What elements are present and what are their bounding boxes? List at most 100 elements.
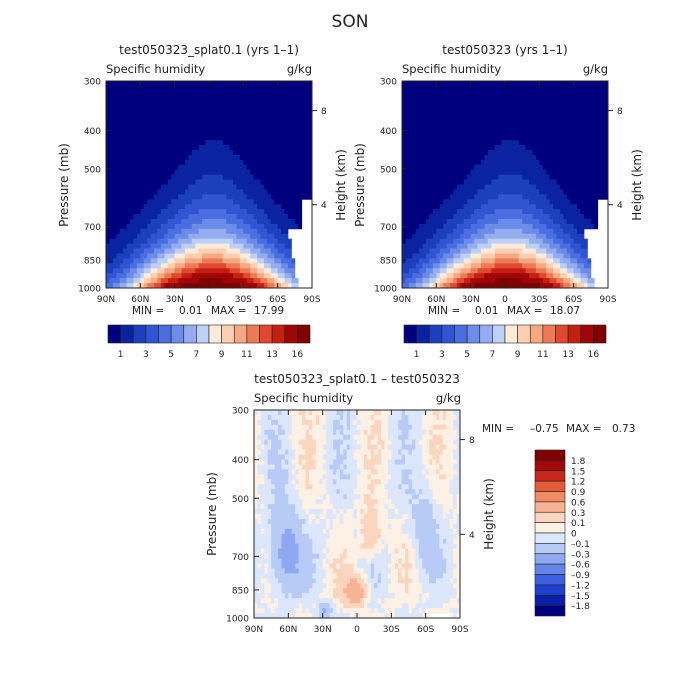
heatmap-cell: [267, 204, 272, 210]
heatmap-cell: [205, 258, 210, 264]
heatmap-cell: [154, 223, 158, 230]
heatmap-cell: [422, 283, 427, 289]
heatmap-cell: [553, 238, 557, 245]
heatmap-cell: [535, 258, 540, 264]
heatmap-cell: [226, 199, 230, 205]
heatmap-cell: [525, 174, 530, 180]
heatmap-cell: [412, 189, 417, 195]
heatmap-cell: [215, 95, 220, 102]
heatmap-cell: [456, 110, 461, 116]
heatmap-cell: [491, 145, 496, 151]
heatmap-cell: [270, 248, 275, 254]
heatmap-cell: [453, 209, 458, 215]
heatmap-cell: [281, 110, 285, 116]
heatmap-cell: [167, 228, 172, 235]
heatmap-cell: [160, 268, 165, 274]
heatmap-cell: [546, 278, 551, 284]
heatmap-cell: [491, 263, 496, 269]
heatmap-cell: [226, 189, 230, 195]
heatmap-cell: [539, 204, 544, 210]
heatmap-cell: [432, 159, 437, 166]
colorbar-swatch: [158, 324, 172, 344]
heatmap-cell: [160, 194, 165, 200]
heatmap-cell: [250, 145, 255, 151]
heatmap-cell: [291, 105, 296, 111]
heatmap-cell: [402, 199, 406, 205]
heatmap-cell: [580, 263, 585, 269]
heatmap-cell: [566, 223, 571, 230]
heatmap-cell: [583, 135, 588, 141]
heatmap-cell: [463, 214, 468, 220]
heatmap-cell: [301, 159, 306, 166]
heatmap-cell: [436, 81, 441, 87]
heatmap-cell: [281, 164, 285, 171]
heatmap-cell: [573, 273, 578, 279]
heatmap-cell: [212, 95, 217, 102]
heatmap-cell: [154, 263, 158, 269]
heatmap-cell: [305, 110, 309, 116]
heatmap-cell: [477, 219, 482, 225]
heatmap-cell: [205, 105, 210, 111]
heatmap-cell: [415, 120, 420, 126]
heatmap-cell: [432, 81, 437, 87]
heatmap-cell: [164, 110, 169, 116]
heatmap-cell: [583, 130, 588, 136]
heatmap-cell: [405, 90, 410, 97]
heatmap-cell: [219, 125, 224, 131]
heatmap-cell: [133, 135, 138, 141]
heatmap-cell: [243, 140, 248, 146]
heatmap-cell: [563, 253, 568, 259]
heatmap-cell: [405, 219, 410, 225]
heatmap-cell: [257, 145, 261, 151]
heatmap-cell: [133, 115, 138, 121]
heatmap-cell: [253, 100, 258, 107]
heatmap-cell: [535, 90, 540, 97]
heatmap-cell: [436, 253, 441, 259]
heatmap-cell: [522, 268, 526, 274]
heatmap-cell: [294, 209, 299, 215]
heatmap-cell: [477, 283, 482, 289]
heatmap-cell: [243, 159, 248, 166]
heatmap-cell: [253, 263, 258, 269]
heatmap-cell: [491, 253, 496, 259]
heatmap-cell: [546, 253, 551, 259]
heatmap-cell: [188, 253, 193, 259]
heatmap-cell: [109, 154, 114, 161]
heatmap-cell: [123, 283, 127, 289]
heatmap-cell: [456, 105, 461, 111]
heatmap-cell: [522, 150, 526, 156]
heatmap-cell: [243, 120, 248, 126]
heatmap-cell: [112, 140, 117, 146]
heatmap-cell: [542, 179, 547, 185]
heatmap-cell: [260, 100, 265, 107]
heatmap-cell: [546, 100, 551, 107]
heatmap-cell: [150, 184, 155, 190]
heatmap-cell: [587, 273, 592, 279]
heatmap-cell: [415, 90, 420, 97]
heatmap-cell: [460, 95, 465, 102]
heatmap-cell: [188, 199, 193, 205]
heatmap-cell: [597, 154, 602, 161]
heatmap-cell: [291, 159, 296, 166]
heatmap-cell: [566, 209, 571, 215]
heatmap-cell: [150, 159, 155, 166]
heatmap-cell: [532, 223, 537, 230]
heatmap-cell: [198, 278, 203, 284]
heatmap-cell: [522, 140, 526, 146]
heatmap-cell: [566, 120, 571, 126]
heatmap-cell: [532, 214, 537, 220]
heatmap-cell: [518, 233, 523, 240]
heatmap-cell: [181, 100, 186, 107]
heatmap-cell: [494, 194, 499, 200]
heatmap-cell: [274, 130, 279, 136]
heatmap-cell: [126, 278, 131, 284]
heatmap-cell: [559, 278, 564, 284]
heatmap-cell: [226, 268, 230, 274]
heatmap-cell: [583, 273, 588, 279]
heatmap-cell: [515, 278, 520, 284]
heatmap-cell: [583, 278, 588, 284]
heatmap-cell: [515, 228, 520, 235]
heatmap-cell: [426, 100, 430, 107]
heatmap-cell: [446, 159, 451, 166]
heatmap-cell: [116, 120, 121, 126]
